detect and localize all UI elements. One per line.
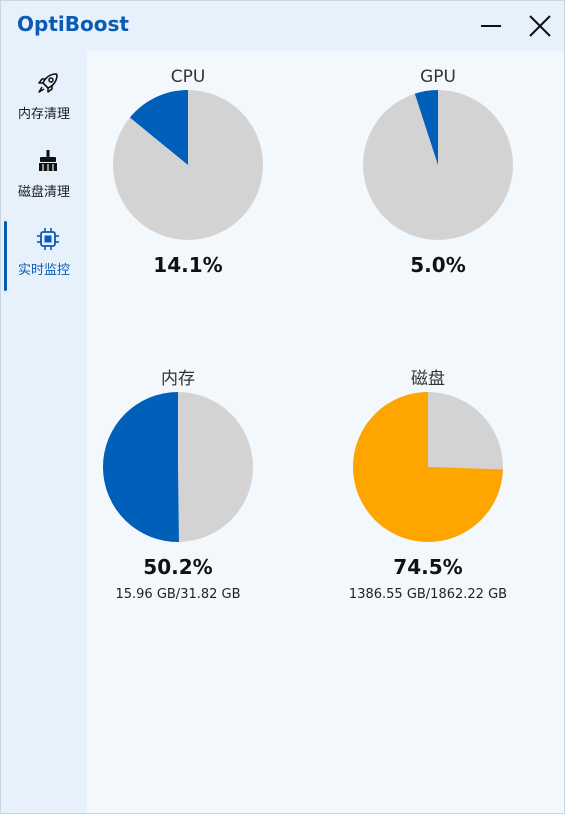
cpu-pie-used-slice — [129, 90, 188, 165]
rocket-icon — [38, 73, 58, 93]
sidebar-item-disk-clean[interactable]: 磁盘清理 — [1, 137, 87, 207]
sidebar-item-memory-clean[interactable]: 内存清理 — [1, 59, 87, 129]
disk-percent: 74.5% — [393, 555, 463, 579]
broom-icon — [39, 150, 57, 171]
cpu-percent: 14.1% — [153, 253, 223, 277]
sidebar-item-label: 内存清理 — [17, 107, 70, 122]
cpu-metric: CPU 14.1% — [78, 65, 298, 277]
cpu-pie-chart — [113, 90, 263, 240]
cpu-label: CPU — [170, 67, 206, 87]
gpu-metric: GPU 5.0% — [328, 65, 548, 277]
disk-detail: 1386.55 GB/1862.22 GB — [348, 587, 508, 602]
close-button[interactable] — [520, 7, 560, 45]
close-icon — [529, 15, 551, 37]
sidebar-item-realtime-monitor[interactable]: 实时监控 — [1, 215, 87, 291]
memory-label: 内存 — [161, 369, 195, 389]
disk-pie-used-slice — [353, 392, 503, 542]
disk-pie-chart — [353, 392, 503, 542]
memory-metric: 内存 50.2% 15.96 GB/31.82 GB — [68, 367, 288, 602]
mem-pie-used-slice — [103, 392, 179, 542]
minimize-button[interactable] — [471, 7, 511, 45]
memory-detail: 15.96 GB/31.82 GB — [115, 587, 241, 602]
gpu-percent: 5.0% — [410, 253, 466, 277]
app-title: OptiBoost — [17, 12, 129, 36]
disk-metric: 磁盘 74.5% 1386.55 GB/1862.22 GB — [318, 367, 538, 602]
sidebar-item-label: 实时监控 — [17, 263, 70, 278]
title-bar: OptiBoost — [1, 1, 564, 51]
memory-percent: 50.2% — [143, 555, 213, 579]
chip-icon — [37, 228, 59, 250]
gpu-label: GPU — [420, 67, 456, 87]
sidebar-item-label: 磁盘清理 — [17, 185, 70, 200]
monitor-panel: CPU 14.1% GPU 5.0% 内存 50.2% 15.96 GB/31.… — [87, 51, 564, 813]
gpu-pie-used-slice — [414, 90, 438, 165]
sidebar: 内存清理 磁盘清理 — [1, 51, 87, 813]
minimize-icon — [481, 25, 501, 27]
memory-pie-chart — [103, 392, 253, 542]
disk-label: 磁盘 — [411, 369, 445, 389]
gpu-pie-chart — [363, 90, 513, 240]
